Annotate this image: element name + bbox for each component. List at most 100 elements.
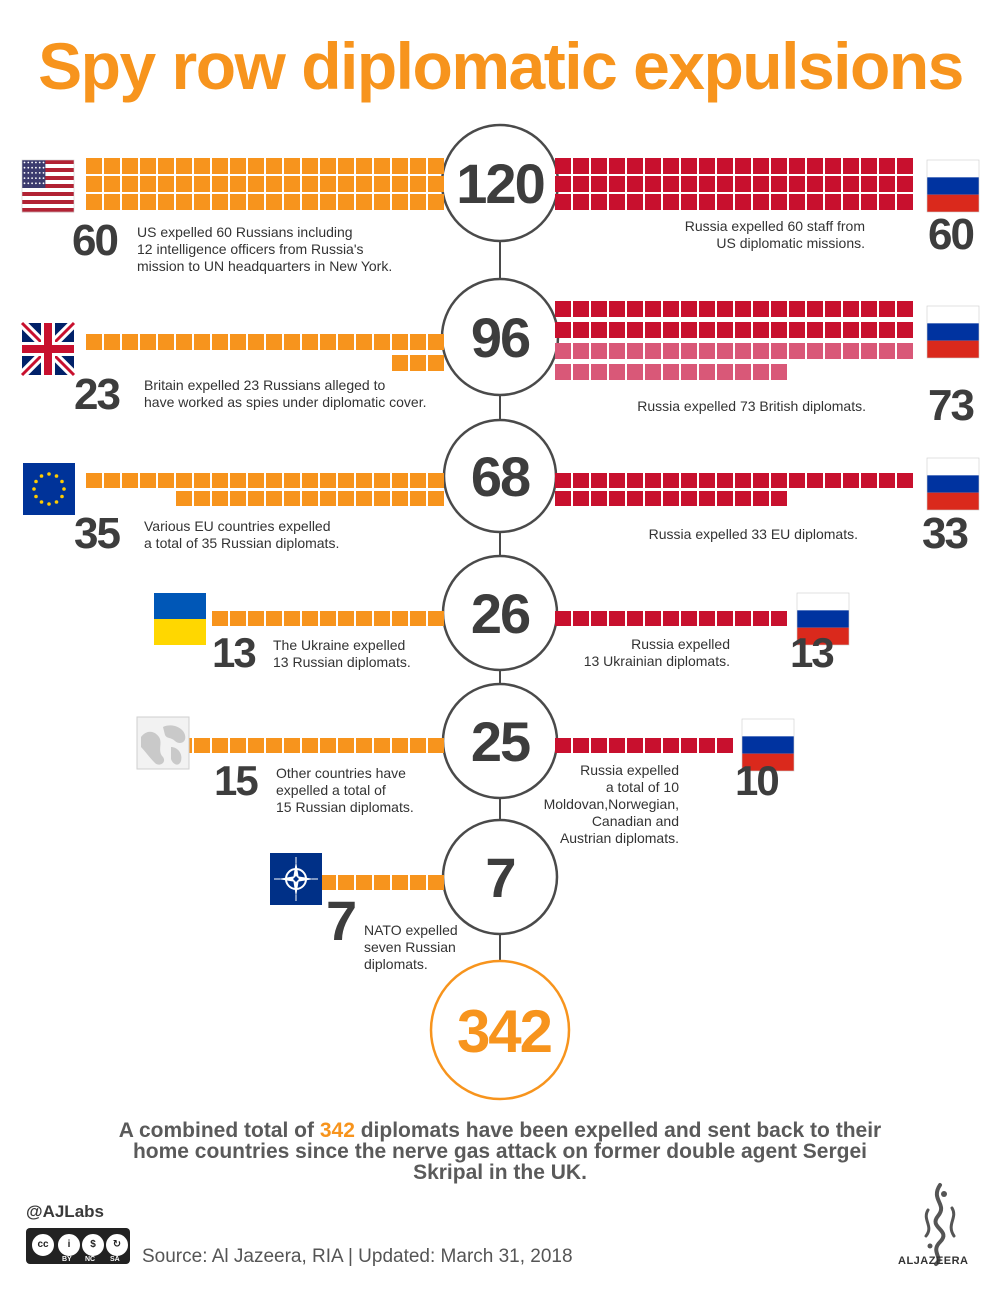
right-description-line: Canadian and xyxy=(592,813,679,829)
waffle-square-left xyxy=(86,176,102,192)
right-description-line: US diplomatic missions. xyxy=(716,235,865,251)
waffle-left xyxy=(86,334,444,371)
waffle-square-right xyxy=(717,738,733,753)
waffle-square-left xyxy=(266,738,282,753)
waffle-square-right xyxy=(555,176,571,192)
waffle-square-left xyxy=(428,738,444,753)
waffle-square-right xyxy=(663,343,679,359)
summary-text: A combined total of 342 diplomats have b… xyxy=(100,1120,900,1183)
waffle-square-right xyxy=(699,194,715,210)
waffle-square-right xyxy=(699,738,715,753)
waffle-square-left xyxy=(428,176,444,192)
waffle-square-right xyxy=(555,491,571,506)
waffle-square-right xyxy=(825,176,841,192)
waffle-square-left xyxy=(284,611,300,626)
left-description-line: 12 intelligence officers from Russia's xyxy=(137,241,364,257)
right-description-line: 13 Ukrainian diplomats. xyxy=(584,653,730,669)
waffle-square-left xyxy=(122,334,138,350)
waffle-square-right xyxy=(897,194,913,210)
waffle-square-right xyxy=(645,301,661,317)
waffle-square-left xyxy=(284,158,300,174)
waffle-square-left xyxy=(248,738,264,753)
waffle-square-left xyxy=(212,158,228,174)
waffle-square-right xyxy=(573,473,589,488)
uk-flag xyxy=(18,319,78,379)
nato-flag xyxy=(270,853,322,905)
waffle-square-right xyxy=(627,301,643,317)
waffle-square-left xyxy=(230,194,246,210)
waffle-square-right xyxy=(789,322,805,338)
total-value: 68 xyxy=(471,445,530,508)
waffle-square-left xyxy=(410,334,426,350)
total-value: 26 xyxy=(471,582,530,645)
waffle-square-left xyxy=(392,611,408,626)
waffle-square-right xyxy=(663,491,679,506)
waffle-square-left xyxy=(284,738,300,753)
ukraine-flag xyxy=(154,593,206,645)
left-count: 13 xyxy=(212,629,255,676)
waffle-square-left xyxy=(176,334,192,350)
waffle-square-left xyxy=(266,176,282,192)
waffle-right xyxy=(555,473,913,506)
aljazeera-logo-text: ALJAZEERA xyxy=(898,1255,969,1267)
left-description-line: The Ukraine expelled xyxy=(273,637,405,653)
waffle-square-right xyxy=(789,343,805,359)
waffle-square-left xyxy=(320,875,336,890)
cc-label-sa: SA xyxy=(110,1256,120,1263)
waffle-square-right xyxy=(699,364,715,380)
waffle-square-left xyxy=(338,194,354,210)
waffle-square-right xyxy=(591,491,607,506)
right-description-line: Austrian diplomats. xyxy=(560,830,679,846)
waffle-square-left xyxy=(266,158,282,174)
waffle-square-right xyxy=(663,611,679,626)
waffle-square-right xyxy=(753,322,769,338)
waffle-square-left xyxy=(374,158,390,174)
waffle-square-right xyxy=(555,158,571,174)
waffle-square-right xyxy=(825,343,841,359)
waffle-square-right xyxy=(735,611,751,626)
waffle-square-right xyxy=(609,611,625,626)
waffle-square-right xyxy=(591,738,607,753)
waffle-square-left xyxy=(320,738,336,753)
waffle-square-left xyxy=(410,491,426,506)
left-count: 7 xyxy=(326,889,355,952)
waffle-square-left xyxy=(392,194,408,210)
waffle-square-right xyxy=(771,364,787,380)
waffle-square-right xyxy=(753,364,769,380)
waffle-square-right xyxy=(627,473,643,488)
waffle-square-left xyxy=(230,491,246,506)
waffle-square-right xyxy=(789,194,805,210)
waffle-square-right xyxy=(573,491,589,506)
waffle-square-left xyxy=(230,334,246,350)
waffle-square-right xyxy=(861,322,877,338)
waffle-square-right xyxy=(663,322,679,338)
waffle-square-left xyxy=(338,491,354,506)
waffle-square-right xyxy=(843,158,859,174)
waffle-square-left xyxy=(338,158,354,174)
waffle-square-right xyxy=(843,301,859,317)
waffle-square-right xyxy=(627,194,643,210)
waffle-square-left xyxy=(374,176,390,192)
waffle-square-right xyxy=(699,301,715,317)
waffle-square-right xyxy=(771,176,787,192)
waffle-left xyxy=(86,473,444,506)
right-count: 13 xyxy=(790,629,833,676)
waffle-square-right xyxy=(735,343,751,359)
waffle-square-right xyxy=(609,301,625,317)
waffle-square-left xyxy=(428,611,444,626)
waffle-square-left xyxy=(302,176,318,192)
left-description-line: Other countries have xyxy=(276,765,406,781)
russia-flag xyxy=(926,457,980,511)
waffle-square-left xyxy=(392,738,408,753)
waffle-square-left xyxy=(356,194,372,210)
waffle-square-right xyxy=(681,491,697,506)
waffle-square-right xyxy=(717,611,733,626)
waffle-square-left xyxy=(86,158,102,174)
waffle-square-right xyxy=(591,611,607,626)
waffle-square-left xyxy=(374,194,390,210)
waffle-square-left xyxy=(428,473,444,488)
waffle-square-right xyxy=(591,322,607,338)
left-description-line: mission to UN headquarters in New York. xyxy=(137,258,392,274)
waffle-square-right xyxy=(573,611,589,626)
waffle-square-left xyxy=(392,158,408,174)
